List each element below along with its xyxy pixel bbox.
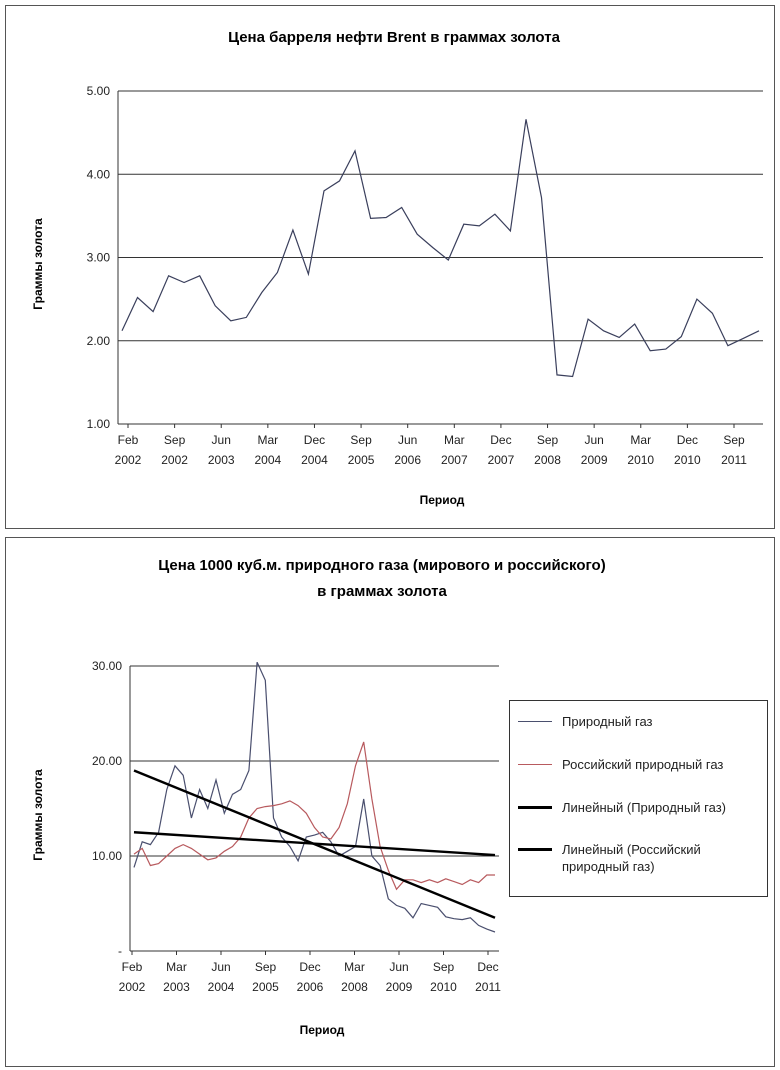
oil-x-tick-year: 2010 [627,453,654,467]
gas-x-tick-month: Mar [344,960,365,974]
oil-x-axis-label: Период [420,493,465,507]
oil-x-tick-month: Jun [584,433,603,447]
legend-label-linear-russian-gas: Линейный (Российский природный газ) [562,842,701,874]
gas-y-tick-label: 30.00 [92,659,122,673]
gas-x-tick-year: 2006 [297,980,324,994]
oil-x-tick-month: Dec [304,433,325,447]
oil-chart-title: Цена барреля нефти Brent в граммах золот… [228,29,561,46]
oil-x-tick-month: Jun [212,433,231,447]
oil-x-tick-month: Jun [398,433,417,447]
oil-x-tick-year: 2006 [394,453,421,467]
oil-x-tick-year: 2010 [674,453,701,467]
oil-x-tick-month: Dec [490,433,511,447]
oil-y-axis-label: Граммы золота [31,218,45,310]
oil-x-tick-month: Dec [677,433,698,447]
gas-series-line-0 [133,661,496,933]
oil-y-tick-label: 1.00 [87,417,111,431]
oil-x-tick-year: 2007 [441,453,468,467]
oil-x-tick-year: 2004 [301,453,328,467]
oil-x-tick-month: Feb [118,433,139,447]
legend-swatch-natural-gas [518,721,552,722]
gas-x-tick-year: 2002 [119,980,146,994]
oil-series-line-0 [121,119,760,378]
oil-x-tick-year: 2008 [534,453,561,467]
oil-x-tick-month: Mar [630,433,651,447]
gas-x-tick-year: 2003 [163,980,190,994]
oil-x-tick-month: Sep [537,433,559,447]
gas-x-tick-year: 2009 [386,980,413,994]
oil-x-tick-year: 2003 [208,453,235,467]
gas-x-tick-month: Dec [477,960,498,974]
gas-series-line-1 [133,741,495,891]
gas-x-tick-year: 2004 [208,980,235,994]
oil-y-tick-label: 2.00 [87,334,111,348]
gas-chart: Цена 1000 куб.м. природного газа (мирово… [31,557,606,1037]
gas-x-tick-month: Sep [255,960,277,974]
oil-x-tick-year: 2002 [161,453,188,467]
legend-label-natural-gas: Природный газ [562,714,653,729]
gas-chart-panel: Цена 1000 куб.м. природного газа (мирово… [5,537,775,1067]
oil-y-tick-label: 5.00 [87,84,111,98]
gas-y-tick-label: 20.00 [92,754,122,768]
gas-x-tick-month: Jun [211,960,230,974]
oil-x-tick-year: 2004 [254,453,281,467]
oil-chart: Цена барреля нефти Brent в граммах золот… [31,29,763,507]
gas-x-tick-year: 2010 [430,980,457,994]
legend-swatch-linear-natural-gas [518,806,552,809]
gas-chart-title-line-2: в граммах золота [317,583,447,600]
oil-x-tick-month: Sep [350,433,372,447]
oil-x-tick-year: 2005 [348,453,375,467]
oil-x-tick-year: 2007 [488,453,515,467]
gas-x-tick-month: Mar [166,960,187,974]
legend-label-russian-gas: Российский природный газ [562,757,724,772]
oil-x-tick-year: 2011 [721,453,747,467]
gas-x-tick-month: Jun [389,960,408,974]
legend-label-linear-natural-gas: Линейный (Природный газ) [562,800,727,815]
oil-x-tick-month: Sep [164,433,186,447]
oil-x-tick-year: 2002 [115,453,142,467]
gas-x-tick-month: Dec [299,960,320,974]
gas-legend: Природный газ Российский природный газ Л… [509,700,768,897]
gas-x-axis-label: Период [300,1023,345,1037]
gas-y-axis-label: Граммы золота [31,769,45,861]
gas-trend-line-3 [133,831,496,857]
gas-x-tick-year: 2005 [252,980,279,994]
gas-chart-title-line-1: Цена 1000 куб.м. природного газа (мирово… [158,557,605,574]
gas-x-tick-month: Feb [122,960,143,974]
oil-x-tick-month: Sep [723,433,745,447]
gas-x-tick-month: Sep [433,960,455,974]
gas-x-tick-year: 2008 [341,980,368,994]
oil-x-tick-month: Mar [258,433,279,447]
gas-y-tick-label: 10.00 [92,849,122,863]
legend-swatch-russian-gas [518,764,552,765]
gas-x-tick-year: 2011 [475,980,501,994]
oil-y-tick-label: 4.00 [87,167,111,181]
oil-x-tick-month: Mar [444,433,465,447]
oil-y-tick-label: 3.00 [87,251,111,265]
oil-x-tick-year: 2009 [581,453,608,467]
oil-chart-panel: Цена барреля нефти Brent в граммах золот… [5,5,775,529]
gas-y-tick-label: - [118,944,122,958]
legend-swatch-linear-russian-gas [518,848,552,851]
